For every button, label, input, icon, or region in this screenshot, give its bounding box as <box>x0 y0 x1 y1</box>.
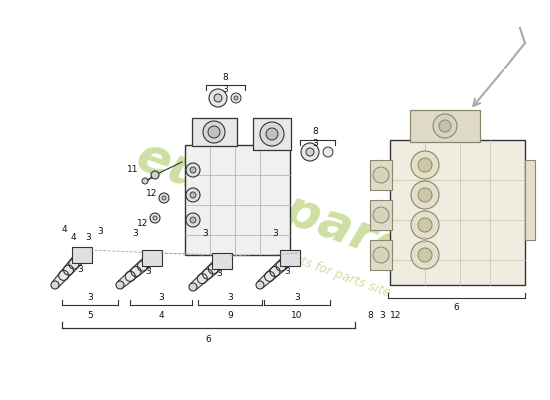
Bar <box>410 110 480 142</box>
Circle shape <box>418 218 432 232</box>
Bar <box>253 118 291 150</box>
Circle shape <box>186 163 200 177</box>
Circle shape <box>159 193 169 203</box>
Text: 11: 11 <box>127 166 139 174</box>
Circle shape <box>231 93 241 103</box>
Bar <box>280 250 300 266</box>
Polygon shape <box>52 251 86 288</box>
Circle shape <box>190 192 196 198</box>
Text: a parts for parts site: a parts for parts site <box>268 244 392 300</box>
Text: eurospares: eurospares <box>129 132 443 284</box>
Circle shape <box>51 281 59 289</box>
Circle shape <box>373 207 389 223</box>
Circle shape <box>256 281 264 289</box>
Text: 6: 6 <box>454 304 459 312</box>
Circle shape <box>373 247 389 263</box>
Text: 3: 3 <box>78 266 84 274</box>
Text: 3: 3 <box>87 294 93 302</box>
Circle shape <box>214 94 222 102</box>
Circle shape <box>260 122 284 146</box>
Circle shape <box>189 283 197 291</box>
Circle shape <box>116 281 124 289</box>
Text: 8: 8 <box>312 128 318 136</box>
Text: 10: 10 <box>292 312 302 320</box>
Text: 3: 3 <box>217 270 222 278</box>
Circle shape <box>323 147 333 157</box>
Text: 12: 12 <box>146 188 158 198</box>
Circle shape <box>153 216 157 220</box>
Circle shape <box>306 148 314 156</box>
Circle shape <box>411 241 439 269</box>
Circle shape <box>186 213 200 227</box>
Circle shape <box>150 213 160 223</box>
Text: 8: 8 <box>367 312 373 320</box>
Text: 3: 3 <box>132 230 138 238</box>
Bar <box>192 118 237 146</box>
Text: 3: 3 <box>158 294 164 302</box>
Circle shape <box>162 196 166 200</box>
Circle shape <box>411 211 439 239</box>
Circle shape <box>209 89 227 107</box>
Circle shape <box>142 178 148 184</box>
Circle shape <box>203 121 225 143</box>
Text: 3: 3 <box>97 228 103 236</box>
Circle shape <box>411 181 439 209</box>
Circle shape <box>373 167 389 183</box>
Text: 3: 3 <box>284 267 290 276</box>
Circle shape <box>418 188 432 202</box>
Text: 12: 12 <box>390 312 402 320</box>
Circle shape <box>439 120 451 132</box>
Text: 3: 3 <box>294 294 300 302</box>
Text: 4: 4 <box>61 226 67 234</box>
Polygon shape <box>190 256 226 290</box>
Circle shape <box>433 114 457 138</box>
Polygon shape <box>117 254 156 288</box>
Text: 3: 3 <box>312 140 318 148</box>
Text: 3: 3 <box>272 230 278 238</box>
Text: 9: 9 <box>227 312 233 320</box>
Bar <box>370 240 392 270</box>
Circle shape <box>190 217 196 223</box>
Circle shape <box>190 167 196 173</box>
Circle shape <box>208 126 220 138</box>
Circle shape <box>186 188 200 202</box>
Bar <box>185 145 290 255</box>
Circle shape <box>301 143 319 161</box>
Bar <box>212 253 232 269</box>
Text: 3: 3 <box>145 267 151 276</box>
Circle shape <box>418 158 432 172</box>
Text: 6: 6 <box>206 336 211 344</box>
Bar <box>72 247 92 263</box>
Text: 3: 3 <box>223 84 228 94</box>
Text: 8: 8 <box>223 72 228 82</box>
Circle shape <box>418 248 432 262</box>
Bar <box>370 160 392 190</box>
Bar <box>370 200 392 230</box>
Text: 4: 4 <box>70 234 76 242</box>
Circle shape <box>266 128 278 140</box>
Text: 4: 4 <box>158 312 164 320</box>
Text: 3: 3 <box>202 230 208 238</box>
Bar <box>142 250 162 266</box>
Bar <box>525 160 535 240</box>
Bar <box>390 140 525 285</box>
Text: 12: 12 <box>138 220 148 228</box>
Text: 3: 3 <box>85 234 91 242</box>
Circle shape <box>151 171 159 179</box>
Polygon shape <box>257 254 294 288</box>
Text: 5: 5 <box>87 312 93 320</box>
Circle shape <box>234 96 238 100</box>
Circle shape <box>411 151 439 179</box>
Text: 3: 3 <box>379 312 385 320</box>
Text: 3: 3 <box>227 294 233 302</box>
